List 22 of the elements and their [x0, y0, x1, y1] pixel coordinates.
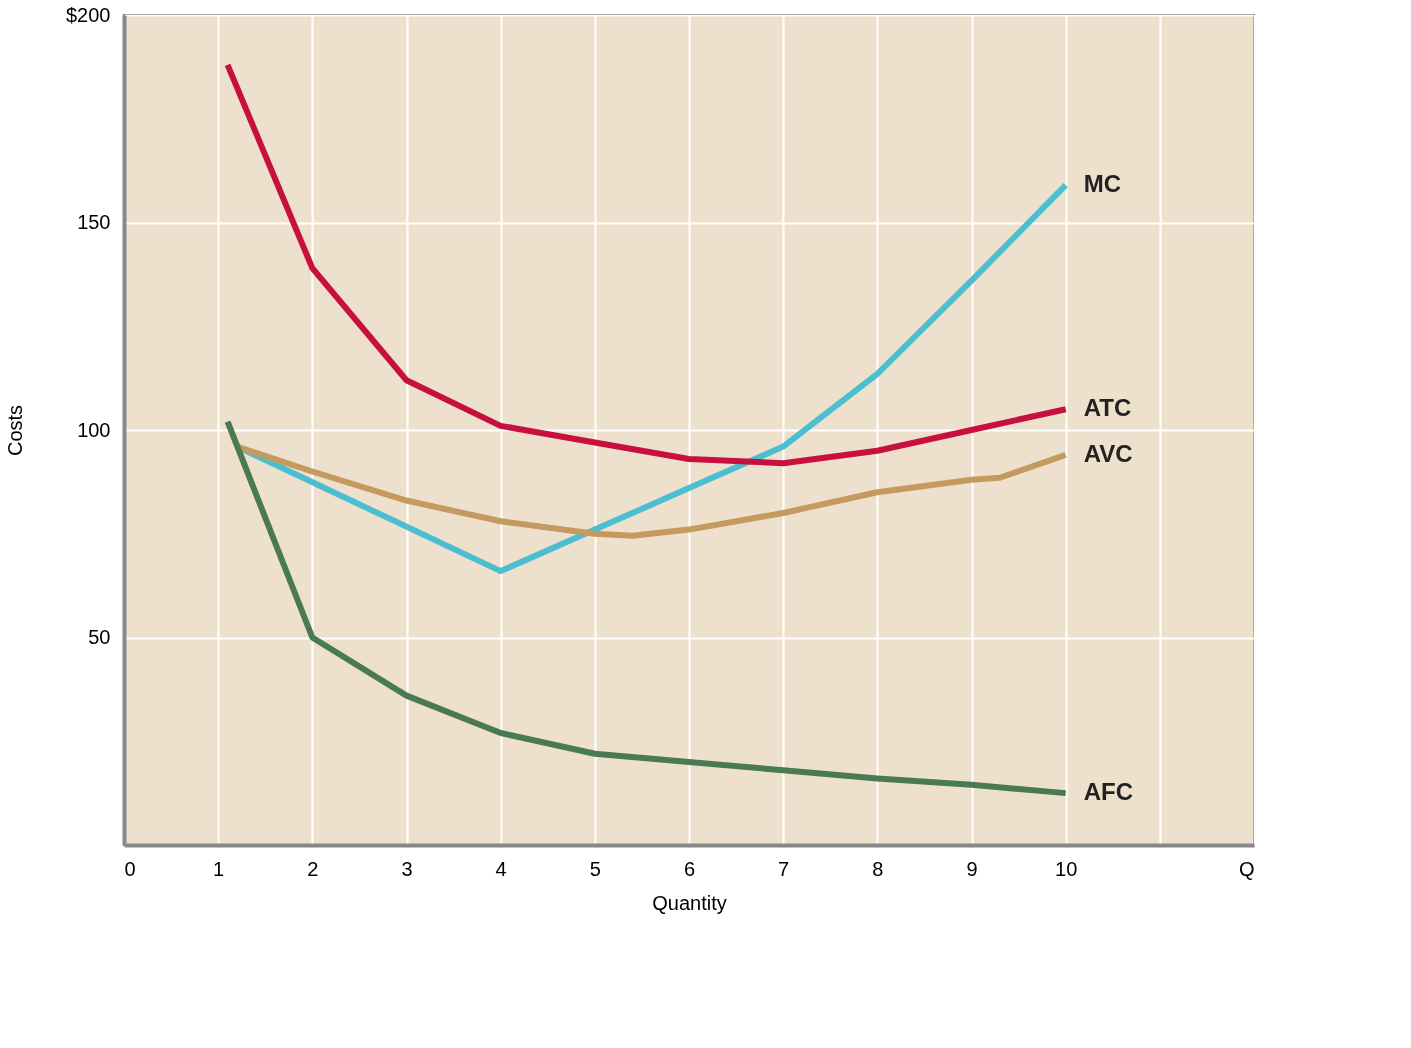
series-label: AVC	[1083, 439, 1133, 467]
x-tick-label: 9	[966, 857, 978, 880]
series-label: ATC	[1083, 394, 1132, 422]
x-tick-label: Q	[1238, 857, 1255, 880]
y-axis-title: Costs	[4, 404, 27, 457]
x-tick-label: 0	[124, 857, 136, 880]
x-tick-label: 4	[495, 857, 507, 880]
series-label: AFC	[1083, 778, 1133, 806]
x-tick-label: 3	[401, 857, 413, 880]
x-tick-label: 1	[213, 857, 225, 880]
x-tick-label: 2	[307, 857, 319, 880]
x-tick-label: 7	[778, 857, 790, 880]
y-tick-label: $200	[66, 3, 111, 26]
y-tick-label: 50	[88, 626, 111, 648]
y-tick-label: 150	[77, 211, 111, 233]
x-axis-title: Quantity	[652, 891, 727, 914]
x-tick-label: 10	[1055, 857, 1078, 880]
x-tick-label: 6	[683, 857, 696, 880]
x-tick-label: 5	[589, 857, 601, 880]
x-tick-label: 8	[872, 857, 884, 880]
series-label: MC	[1083, 170, 1121, 198]
y-tick-label: 100	[77, 418, 111, 441]
